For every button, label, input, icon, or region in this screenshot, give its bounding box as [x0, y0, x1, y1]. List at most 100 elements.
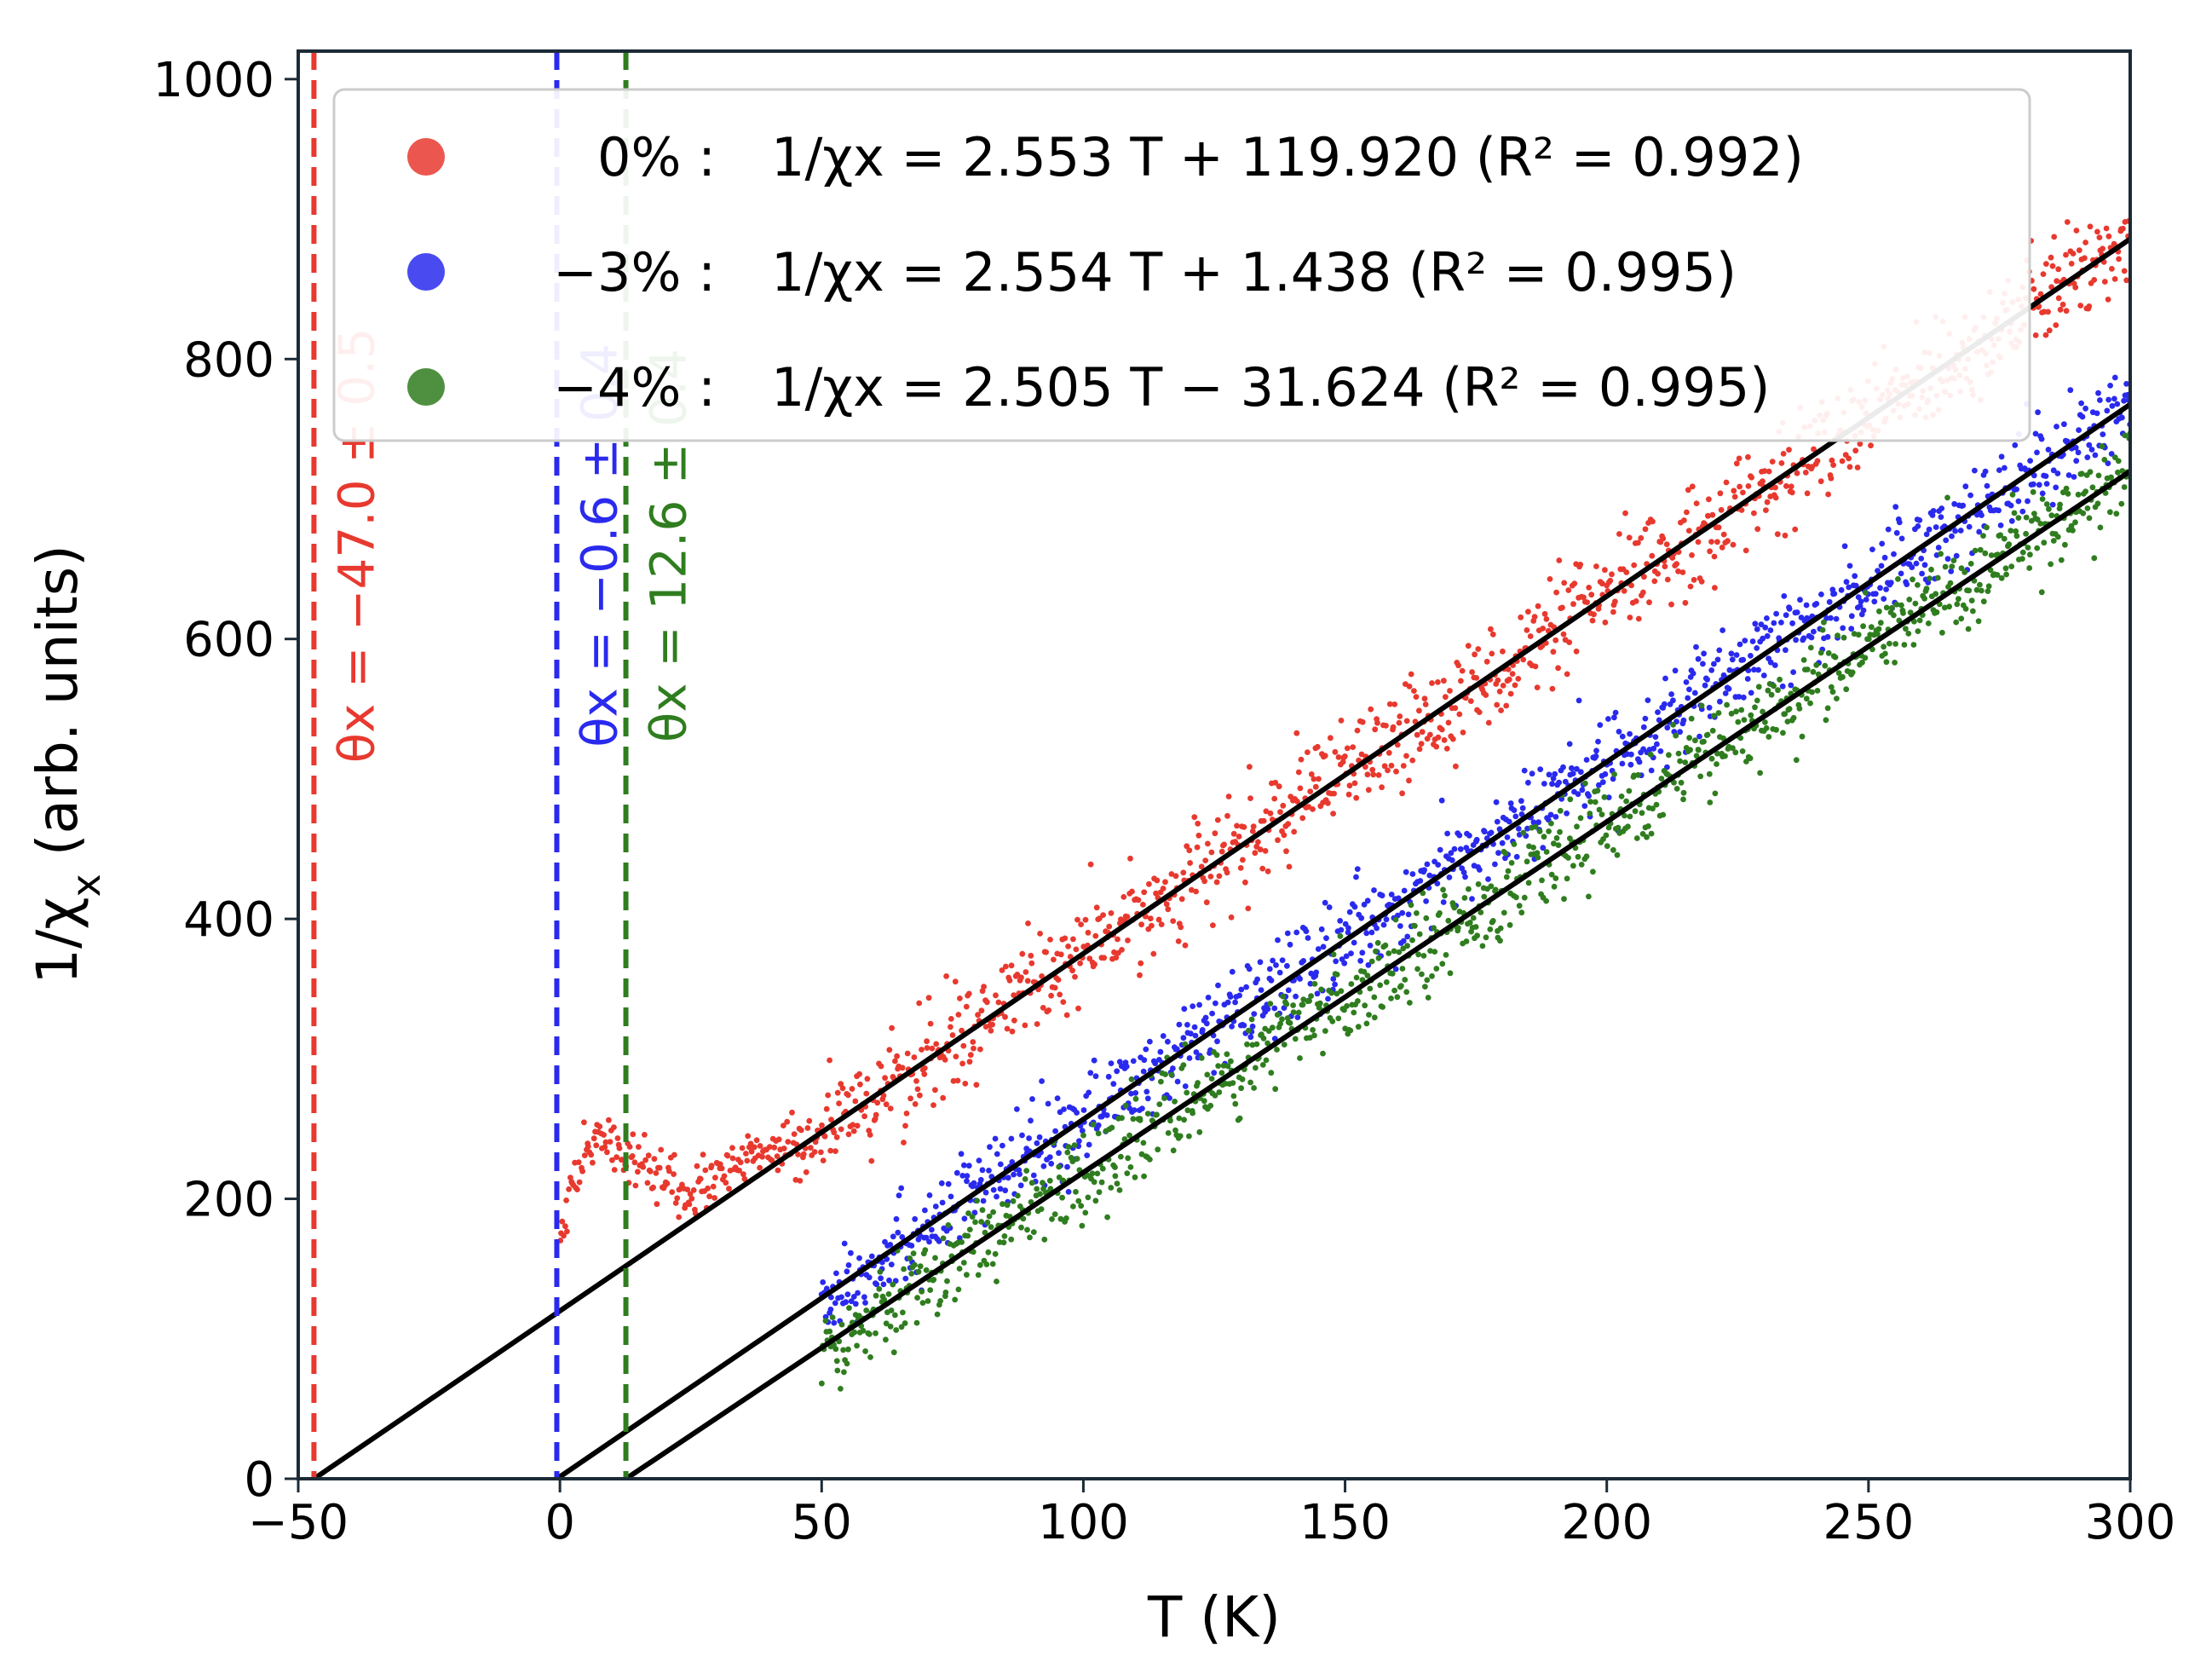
data-point: [1736, 694, 1743, 700]
data-point: [1064, 1149, 1071, 1156]
data-point: [887, 1242, 894, 1248]
data-point: [1147, 1038, 1153, 1045]
data-point: [1355, 998, 1361, 1004]
legend-name-0: 0% :: [597, 126, 716, 188]
data-point: [894, 1053, 900, 1059]
data-point: [1120, 894, 1127, 900]
data-point: [2086, 303, 2093, 309]
data-point: [2043, 261, 2049, 267]
data-point: [1022, 969, 1029, 975]
data-point: [1061, 1106, 1067, 1112]
data-point: [1191, 814, 1198, 821]
data-point: [1919, 570, 1926, 577]
data-point: [1521, 767, 1528, 774]
data-point: [2057, 306, 2064, 313]
data-point: [2114, 401, 2121, 407]
data-point: [1443, 694, 1449, 701]
data-point: [1280, 802, 1287, 809]
data-point: [1167, 1117, 1173, 1124]
data-point: [1168, 871, 1175, 877]
data-point: [2023, 530, 2030, 537]
data-point: [650, 1184, 656, 1191]
data-point: [1000, 1239, 1007, 1246]
data-point: [913, 1078, 919, 1084]
data-point: [1893, 529, 1900, 536]
data-point: [2008, 517, 2015, 524]
data-point: [2034, 516, 2041, 522]
data-point: [971, 1180, 977, 1186]
data-point: [1449, 736, 1456, 742]
data-point: [1483, 658, 1490, 665]
data-point: [1846, 563, 1853, 569]
data-point: [781, 1122, 786, 1128]
data-point: [1100, 912, 1106, 918]
data-point: [642, 1157, 648, 1163]
data-point: [876, 1286, 883, 1292]
data-point: [1040, 1186, 1046, 1192]
data-point: [1009, 1159, 1016, 1165]
data-point: [1604, 843, 1610, 850]
data-point: [1051, 1211, 1058, 1217]
data-point: [1022, 1176, 1028, 1182]
data-point: [2078, 400, 2085, 407]
data-point: [1673, 732, 1679, 739]
data-point: [604, 1149, 610, 1156]
data-point: [1272, 779, 1279, 786]
data-point: [1456, 711, 1463, 718]
data-point: [2030, 488, 2036, 495]
data-point: [1912, 600, 1919, 607]
data-point: [1332, 981, 1338, 988]
data-point: [1857, 603, 1863, 609]
data-point: [2048, 512, 2055, 519]
data-point: [1745, 483, 1752, 489]
data-point: [1374, 925, 1380, 932]
data-point: [1419, 729, 1426, 736]
data-point: [1310, 806, 1316, 812]
data-point: [1804, 667, 1811, 672]
data-point: [1840, 673, 1846, 680]
data-point: [962, 1081, 969, 1087]
data-point: [1305, 749, 1310, 755]
data-point: [642, 1132, 648, 1138]
data-point: [1828, 615, 1834, 621]
data-point: [1092, 1073, 1099, 1080]
data-point: [1281, 1042, 1287, 1047]
data-point: [1318, 926, 1325, 932]
data-point: [774, 1153, 781, 1159]
data-point: [636, 1144, 642, 1150]
data-point: [880, 1281, 887, 1288]
data-point: [1359, 949, 1366, 956]
data-point: [1790, 669, 1797, 675]
data-point: [1689, 483, 1696, 490]
data-point: [1811, 446, 1817, 453]
data-point: [855, 1290, 861, 1296]
data-point: [1292, 1036, 1299, 1042]
data-point: [1383, 723, 1389, 729]
data-point: [1664, 724, 1671, 731]
legend-name-2: −4% :: [553, 356, 716, 418]
data-point: [2034, 449, 2040, 456]
data-point: [2067, 387, 2074, 394]
data-point: [566, 1186, 572, 1192]
data-point: [1090, 1121, 1097, 1128]
data-point: [907, 1095, 913, 1102]
data-point: [986, 1168, 992, 1174]
data-point: [1074, 1156, 1080, 1162]
data-point: [1128, 1076, 1135, 1082]
data-point: [1305, 935, 1311, 941]
data-point: [1973, 586, 1980, 593]
data-point: [1259, 865, 1266, 872]
data-point: [1751, 510, 1757, 516]
data-point: [1385, 767, 1391, 774]
data-point: [919, 1300, 926, 1306]
data-point: [1566, 639, 1573, 645]
data-point: [1599, 580, 1605, 587]
data-point: [1252, 850, 1259, 857]
data-point: [860, 1327, 867, 1334]
data-point: [914, 1086, 921, 1093]
data-point: [1760, 478, 1766, 485]
data-point: [1575, 791, 1581, 798]
data-point: [1109, 1124, 1115, 1131]
data-point: [1593, 747, 1599, 754]
data-point: [1413, 694, 1420, 700]
